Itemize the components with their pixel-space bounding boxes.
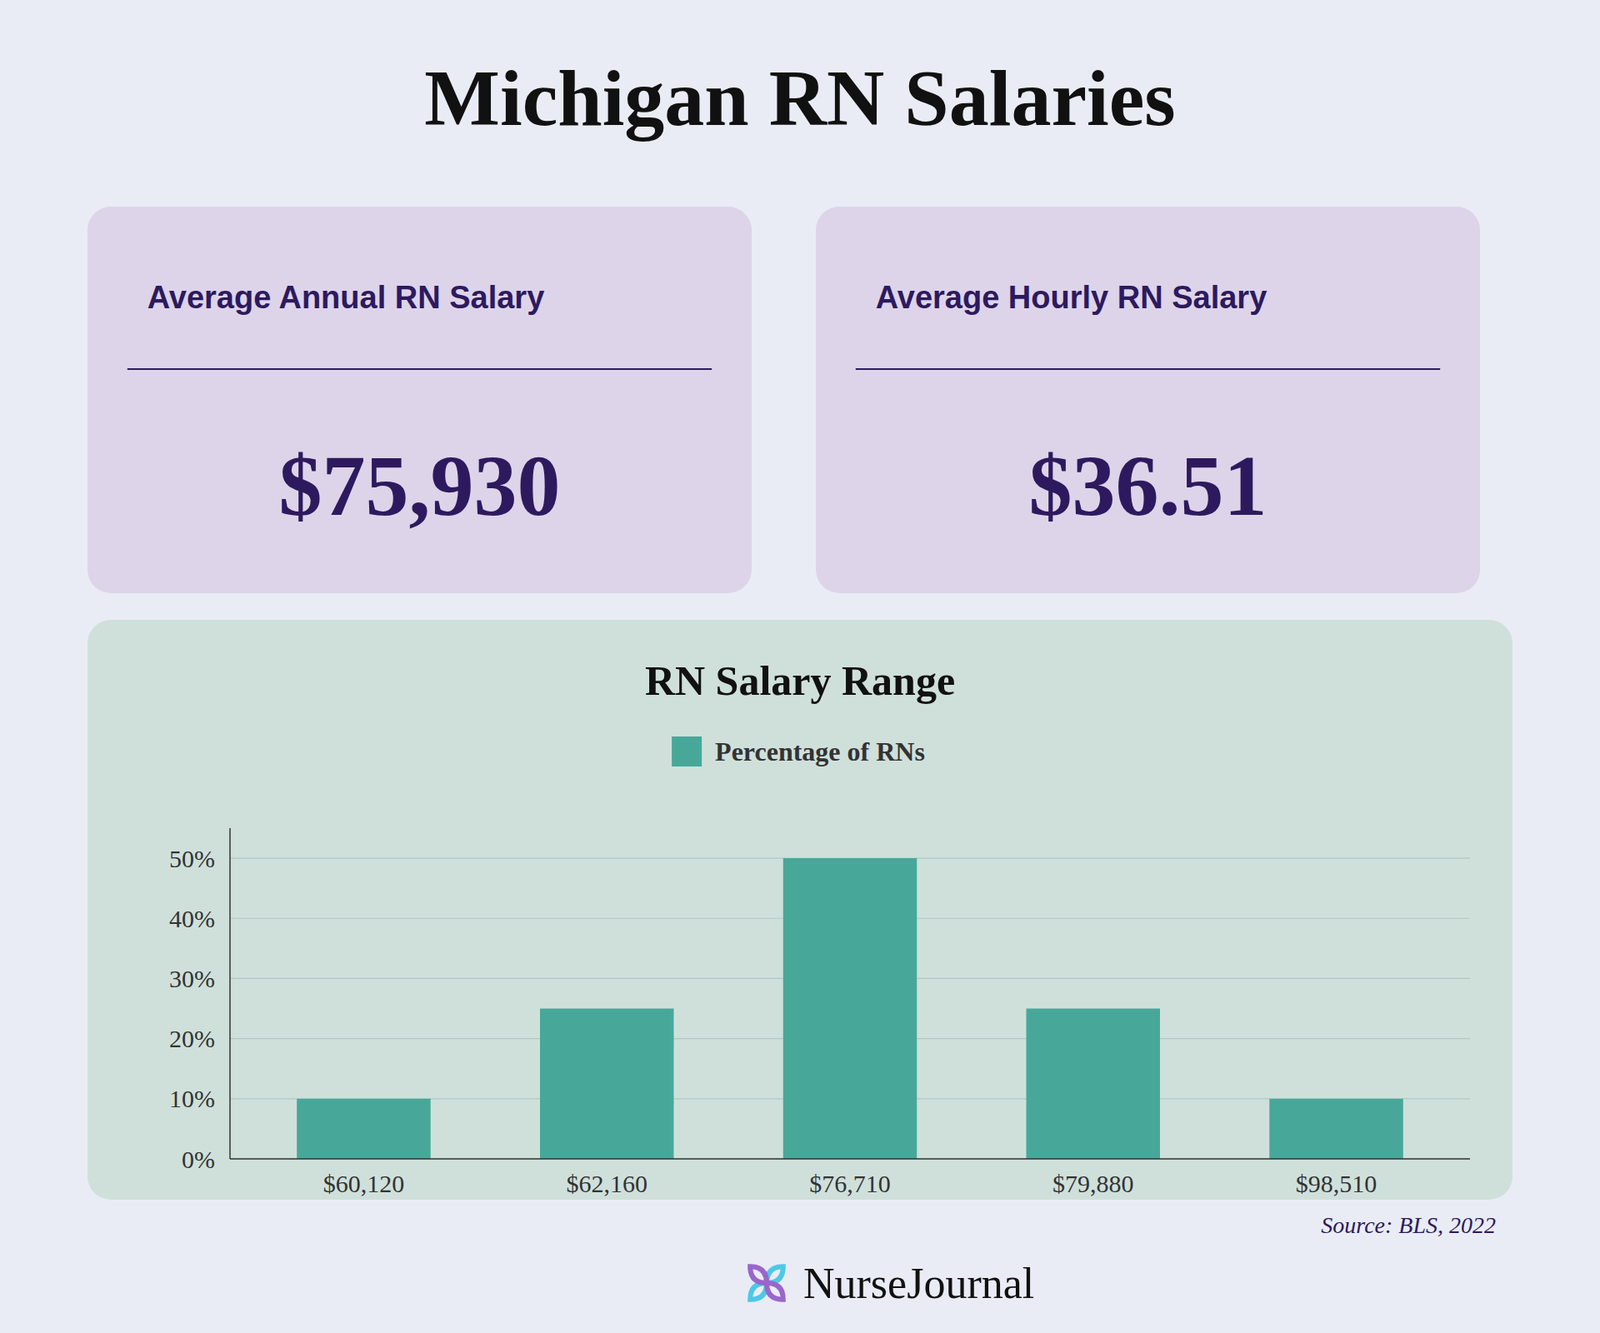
chart-title: RN Salary Range (645, 657, 955, 705)
grid-line (230, 1158, 1470, 1160)
stat-card: Average Annual RN Salary $75,930 (87, 206, 752, 594)
legend-swatch (671, 736, 702, 767)
card-label: Average Hourly RN Salary (875, 280, 1268, 315)
y-tick-label: 30% (169, 965, 215, 993)
card-background (87, 206, 752, 594)
logo: NurseJournal (745, 1260, 1035, 1308)
logo-text: NurseJournal (803, 1260, 1035, 1308)
legend-label: Percentage of RNs (715, 736, 925, 767)
y-axis-line (229, 828, 231, 1160)
x-tick-label: $60,120 (323, 1170, 405, 1198)
x-axis-line (230, 1158, 1470, 1160)
card-divider (855, 368, 1440, 370)
bar (1269, 1099, 1403, 1160)
card-value: $36.51 (1029, 437, 1268, 534)
x-tick-label: $79,880 (1052, 1170, 1135, 1198)
title: Michigan RN Salaries (424, 53, 1175, 143)
legend: Percentage of RNs (671, 736, 925, 767)
y-tick-label: 20% (169, 1025, 215, 1053)
y-tick-label: 50% (169, 845, 215, 873)
x-tick-label: $98,510 (1295, 1170, 1378, 1198)
bar (540, 1009, 674, 1160)
bar (783, 858, 917, 1160)
card-value: $75,930 (279, 437, 561, 534)
stat-card: Average Hourly RN Salary $36.51 (815, 206, 1480, 594)
source: Source: BLS, 2022 (1320, 1212, 1496, 1239)
card-background (815, 206, 1480, 594)
bar (296, 1099, 430, 1160)
infographic: Michigan RN Salaries Average Annual RN Sa… (0, 0, 1600, 1333)
card-label: Average Annual RN Salary (147, 280, 545, 315)
bars (296, 858, 1404, 1160)
y-tick-label: 10% (169, 1085, 215, 1113)
y-tick-label: 0% (181, 1145, 215, 1174)
grid (230, 858, 1470, 1160)
card-divider (127, 368, 712, 370)
bar (1026, 1009, 1160, 1160)
background (0, 0, 1600, 1333)
x-ticks: $60,120 $62,160 $76,710 $79,880 $98,510 (323, 1170, 1378, 1198)
x-tick-label: $76,710 (809, 1170, 891, 1198)
logo-petal (762, 1279, 788, 1305)
x-tick-label: $62,160 (565, 1170, 648, 1198)
y-ticks: 0% 10% 20% 30% 40% 50% (169, 845, 215, 1174)
y-tick-label: 40% (169, 905, 215, 933)
chart-background (87, 620, 1513, 1200)
